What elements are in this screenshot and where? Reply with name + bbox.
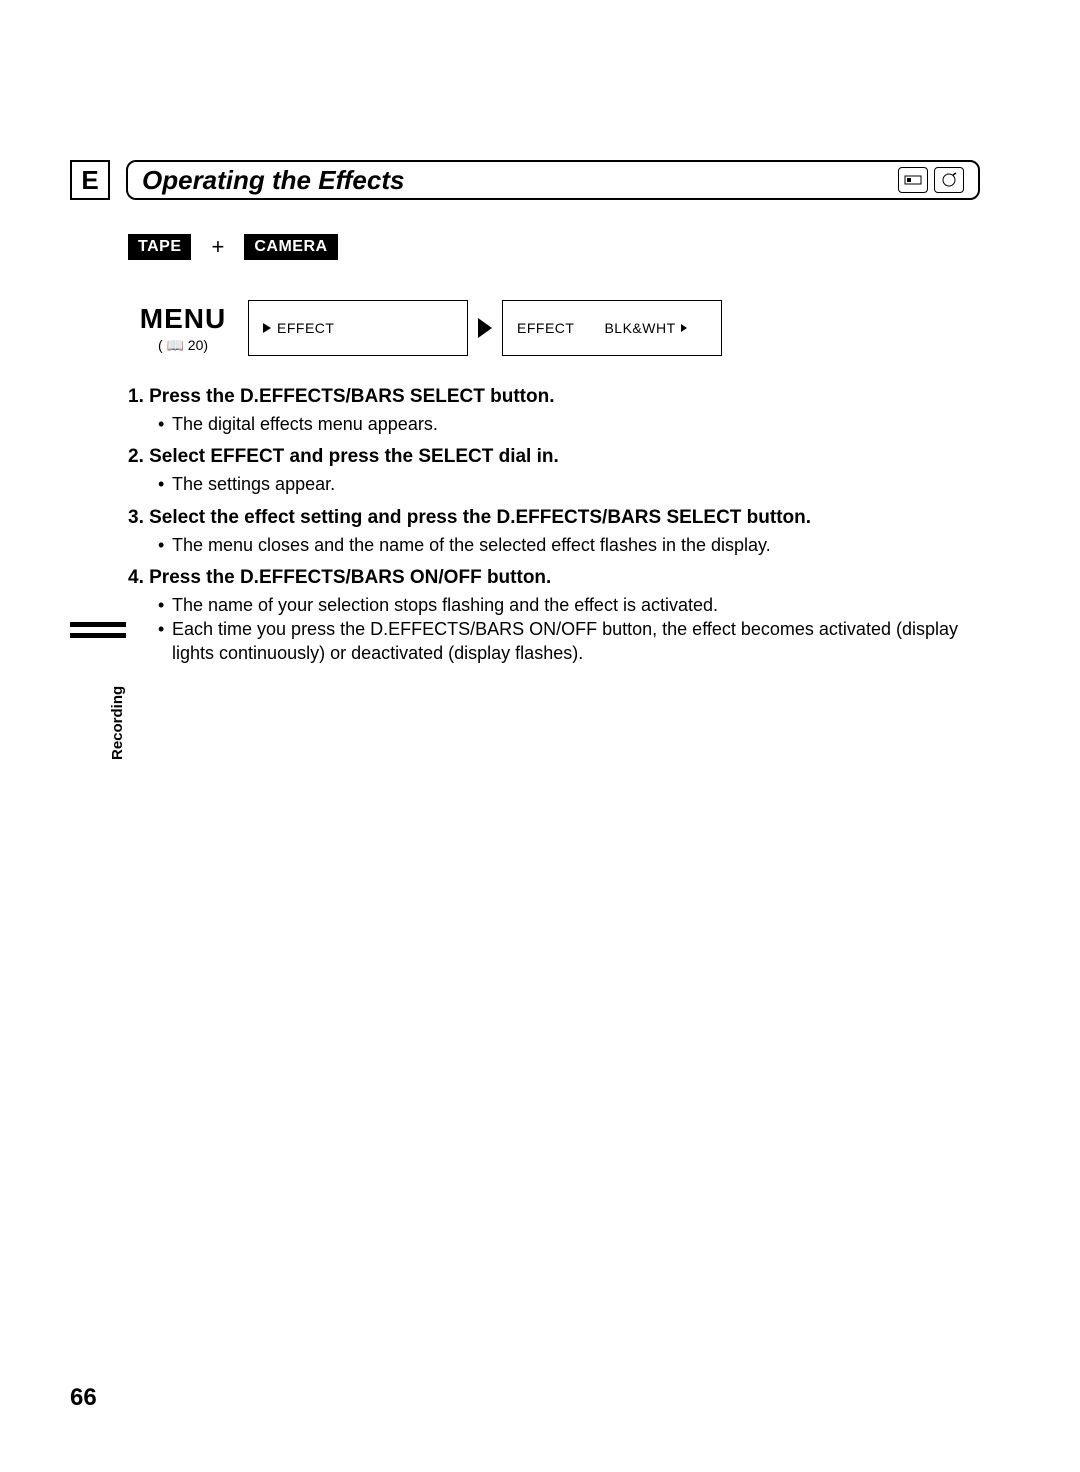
step-sub-list: The digital effects menu appears. bbox=[128, 412, 980, 436]
mode-row: TAPE + CAMERA bbox=[128, 234, 980, 260]
menu-row: MENU ( 📖 20) EFFECT EFFECT BLK&WHT bbox=[128, 300, 980, 356]
tab-indicator-bars bbox=[70, 622, 126, 646]
step-title: 1. Press the D.EFFECTS/BARS SELECT butto… bbox=[128, 386, 980, 408]
bar-icon bbox=[70, 633, 126, 638]
tape-badge: TAPE bbox=[128, 234, 191, 260]
triangle-right-icon bbox=[263, 323, 271, 333]
memory-card-icon bbox=[898, 167, 928, 193]
section-title-bar: Operating the Effects bbox=[126, 160, 980, 200]
menu-panel-2-right: BLK&WHT bbox=[604, 320, 675, 336]
arrow-right-icon bbox=[478, 318, 492, 338]
step-title: 2. Select EFFECT and press the SELECT di… bbox=[128, 446, 980, 468]
step-sub-item: The name of your selection stops flashin… bbox=[158, 593, 980, 617]
content: TAPE + CAMERA MENU ( 📖 20) EFFECT EFFECT… bbox=[128, 234, 980, 666]
step-item: 2. Select EFFECT and press the SELECT di… bbox=[128, 446, 980, 496]
page: E Operating the Effects TAPE + CAMERA ME… bbox=[0, 0, 1080, 1472]
title-icons bbox=[898, 167, 964, 193]
step-sub-item: The settings appear. bbox=[158, 472, 980, 496]
menu-panel-2-left: EFFECT bbox=[517, 320, 574, 336]
step-title: 3. Select the effect setting and press t… bbox=[128, 507, 980, 529]
step-title: 4. Press the D.EFFECTS/BARS ON/OFF butto… bbox=[128, 567, 980, 589]
section-tab-label: Recording bbox=[109, 686, 126, 760]
disc-icon bbox=[934, 167, 964, 193]
menu-reference: ( 📖 20) bbox=[128, 337, 238, 354]
step-sub-item: The digital effects menu appears. bbox=[158, 412, 980, 436]
header-row: E Operating the Effects bbox=[70, 160, 980, 200]
menu-panel-1: EFFECT bbox=[248, 300, 468, 356]
menu-label: MENU bbox=[128, 303, 238, 335]
step-item: 4. Press the D.EFFECTS/BARS ON/OFF butto… bbox=[128, 567, 980, 666]
step-item: 3. Select the effect setting and press t… bbox=[128, 507, 980, 557]
menu-block: MENU ( 📖 20) bbox=[128, 303, 238, 354]
language-indicator: E bbox=[70, 160, 110, 200]
menu-panel-1-text: EFFECT bbox=[277, 320, 334, 336]
step-sub-list: The settings appear. bbox=[128, 472, 980, 496]
step-sub-list: The name of your selection stops flashin… bbox=[128, 593, 980, 666]
step-sub-item: The menu closes and the name of the sele… bbox=[158, 533, 980, 557]
camera-badge: CAMERA bbox=[244, 234, 337, 260]
section-title: Operating the Effects bbox=[142, 165, 404, 196]
menu-panel-2: EFFECT BLK&WHT bbox=[502, 300, 722, 356]
steps-list: 1. Press the D.EFFECTS/BARS SELECT butto… bbox=[128, 386, 980, 666]
triangle-small-icon bbox=[681, 324, 687, 332]
step-item: 1. Press the D.EFFECTS/BARS SELECT butto… bbox=[128, 386, 980, 436]
step-sub-list: The menu closes and the name of the sele… bbox=[128, 533, 980, 557]
plus-symbol: + bbox=[211, 234, 224, 260]
bar-icon bbox=[70, 622, 126, 627]
page-number: 66 bbox=[70, 1384, 97, 1412]
step-sub-item: Each time you press the D.EFFECTS/BARS O… bbox=[158, 617, 980, 666]
